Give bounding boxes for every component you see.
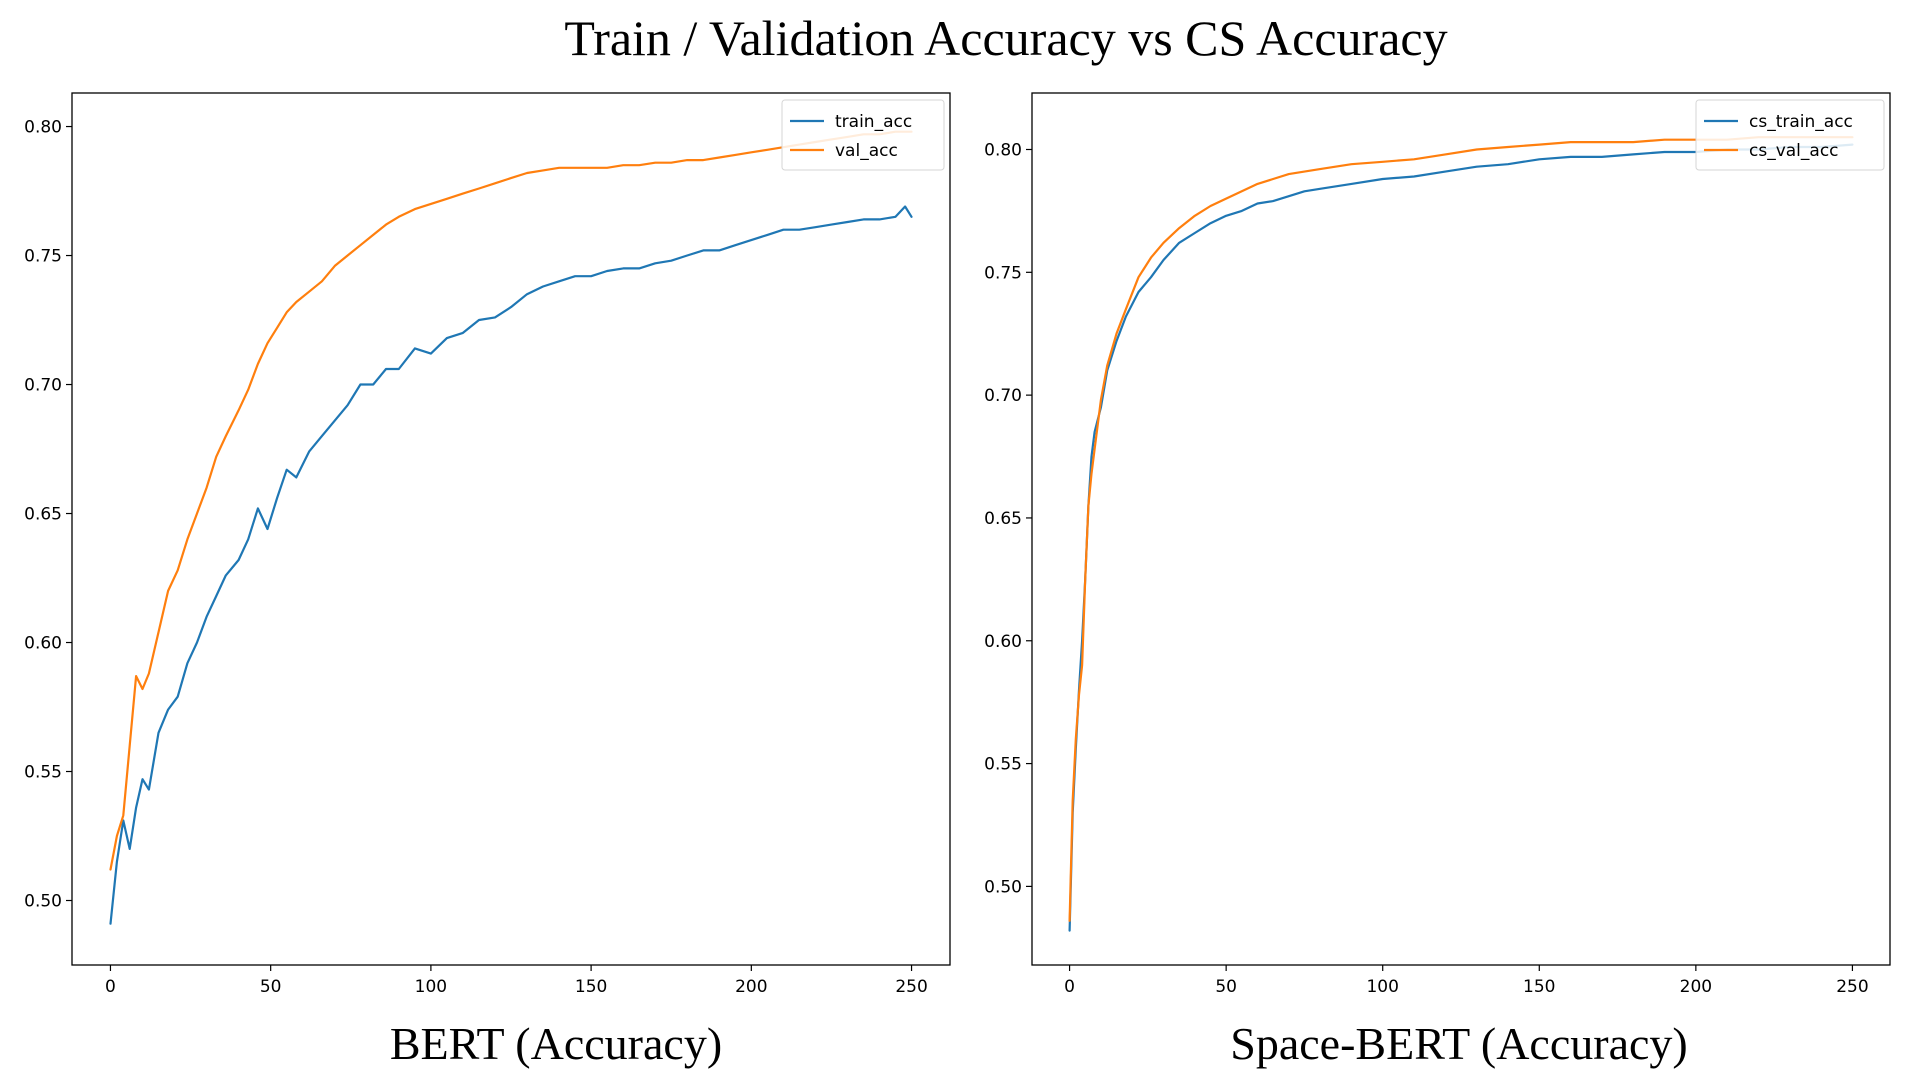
bert-accuracy-chart: BERT (Accuracy) 0 50 100 150 200 250 0.50 0.55 0… (24, 92, 951, 1069)
bert-x-tick-label: 0 (105, 977, 116, 997)
bert-y-tick-label: 0.70 (24, 376, 62, 396)
bert-x-tick-label: 150 (575, 977, 607, 997)
bert-legend-label-val-acc: val_acc (835, 141, 898, 161)
space-bert-legend-label-cs-val-acc: cs_val_acc (1749, 141, 1839, 161)
space-bert-y-tick-label: 0.75 (984, 263, 1022, 283)
space-bert-y-tick-label: 0.80 (984, 140, 1022, 160)
space-bert-x-tick-label: 150 (1523, 977, 1555, 997)
space-bert-y-tick-label: 0.60 (984, 632, 1022, 652)
space-bert-x-tick-label: 100 (1366, 977, 1398, 997)
bert-x-tick-label: 100 (415, 977, 447, 997)
space-bert-chart-caption: Space-BERT (Accuracy) (1230, 1018, 1687, 1069)
bert-x-tick-label: 200 (735, 977, 767, 997)
space-bert-y-tick-label: 0.50 (984, 877, 1022, 897)
bert-y-tick-label: 0.50 (24, 892, 62, 912)
space-bert-series-cs-val-acc (1068, 136, 1854, 922)
space-bert-x-tick-label: 50 (1215, 977, 1237, 997)
space-bert-legend-box (1695, 99, 1885, 171)
space-bert-legend-label-cs-train-acc: cs_train_acc (1749, 112, 1853, 132)
bert-y-tick-label: 0.80 (24, 118, 62, 138)
bert-legend-label-train-acc: train_acc (835, 112, 912, 132)
bert-chart-caption: BERT (Accuracy) (390, 1018, 722, 1069)
space-bert-y-tick-label: 0.55 (984, 755, 1022, 775)
bert-legend: train_acc val_acc (781, 99, 945, 171)
space-bert-y-tick-label: 0.70 (984, 386, 1022, 406)
space-bert-legend: cs_train_acc cs_val_acc (1695, 99, 1885, 171)
bert-y-tick-label: 0.75 (24, 247, 62, 267)
bert-series-train-acc (109, 205, 913, 925)
bert-y-tick-label: 0.55 (24, 763, 62, 783)
figure-title: Train / Validation Accuracy vs CS Accura… (564, 10, 1447, 66)
space-bert-x-tick-label: 200 (1680, 977, 1712, 997)
bert-series-val-acc (109, 130, 913, 871)
space-bert-x-tick-label: 0 (1064, 977, 1075, 997)
bert-legend-box (781, 99, 945, 171)
bert-x-tick-label: 50 (260, 977, 282, 997)
space-bert-series-cs-train-acc (1068, 143, 1854, 932)
bert-y-tick-label: 0.65 (24, 505, 62, 525)
bert-axes-frame (71, 92, 951, 966)
space-bert-x-tick-label: 250 (1836, 977, 1868, 997)
space-bert-axes-frame (1031, 92, 1891, 966)
bert-y-tick-label: 0.60 (24, 634, 62, 654)
space-bert-y-tick-label: 0.65 (984, 509, 1022, 529)
space-bert-accuracy-chart: Space-BERT (Accuracy) 0 50 100 150 200 250 0.5… (984, 92, 1891, 1069)
bert-x-tick-label: 250 (895, 977, 927, 997)
